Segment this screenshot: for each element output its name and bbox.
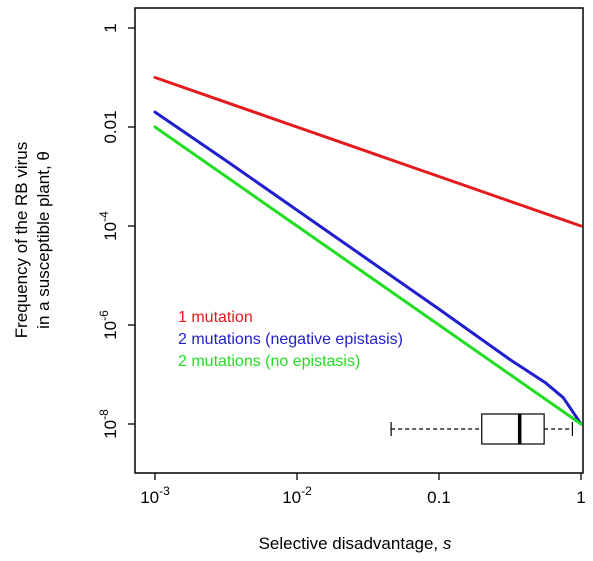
y-tick-label: 0.01 bbox=[101, 110, 120, 143]
boxplot-box bbox=[481, 413, 545, 445]
legend-entry-3: 2 mutations (no epistasis) bbox=[178, 353, 360, 370]
plot-frame bbox=[134, 7, 584, 474]
y-axis: 1 0.01 10-4 10-6 10-8 bbox=[97, 23, 135, 439]
y-tick-label: 10-4 bbox=[97, 211, 120, 241]
x-axis-title: Selective disadvantage, s bbox=[259, 534, 452, 553]
y-axis-title-line2: in a susceptible plant, θ bbox=[34, 151, 53, 329]
boxplot bbox=[390, 413, 574, 445]
x-tick-label: 1 bbox=[576, 488, 585, 507]
series-line-2 bbox=[153, 110, 583, 426]
y-axis-title: Frequency of the RB virus in a susceptib… bbox=[12, 142, 53, 339]
x-tick-label: 10-3 bbox=[140, 484, 170, 507]
legend-entry-2: 2 mutations (negative epistasis) bbox=[178, 331, 403, 348]
series-line-1 bbox=[153, 76, 583, 228]
legend-entry-1: 1 mutation bbox=[178, 309, 253, 326]
y-tick-label: 1 bbox=[101, 23, 120, 32]
series-lines bbox=[153, 76, 583, 426]
series-line-3 bbox=[153, 125, 583, 426]
y-tick-label: 10-8 bbox=[97, 409, 120, 439]
y-axis-title-line1: Frequency of the RB virus bbox=[12, 142, 31, 339]
x-tick-label: 0.1 bbox=[427, 488, 451, 507]
y-tick-label: 10-6 bbox=[97, 310, 120, 340]
x-tick-label: 10-2 bbox=[282, 484, 312, 507]
legend: 1 mutation 2 mutations (negative epistasi… bbox=[178, 309, 403, 370]
x-axis: 10-3 10-2 0.1 1 bbox=[140, 473, 586, 507]
